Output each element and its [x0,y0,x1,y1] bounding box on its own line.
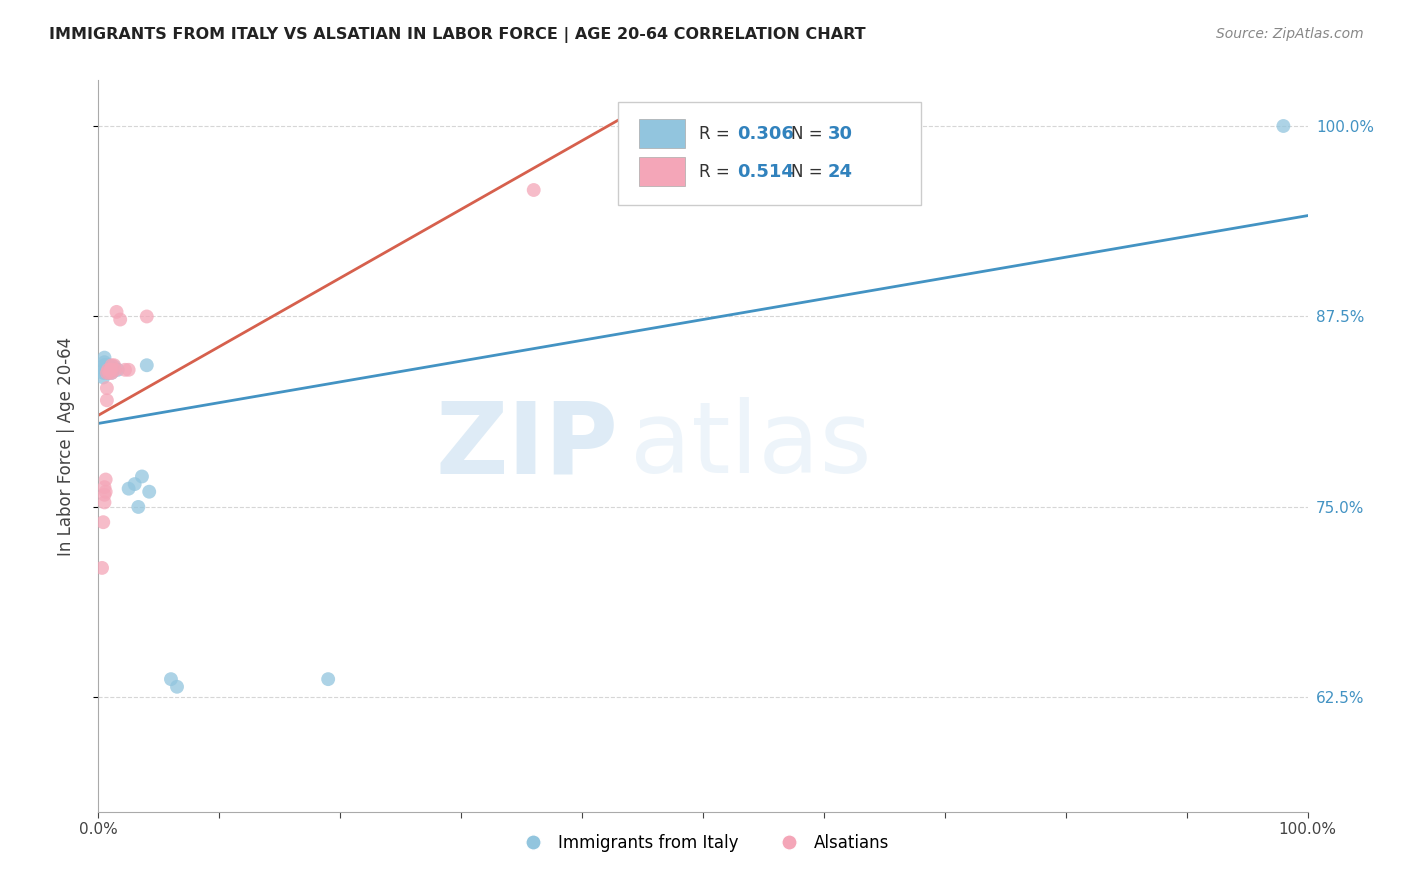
Text: atlas: atlas [630,398,872,494]
Legend: Immigrants from Italy, Alsatians: Immigrants from Italy, Alsatians [510,827,896,858]
Point [108,312,131,326]
Text: 0.306: 0.306 [737,125,794,143]
Point [93,495,115,509]
Point [96,366,118,380]
Point [96,366,118,380]
Point [166,680,188,694]
Point [523,183,546,197]
Point [94,358,117,372]
Point [93,488,115,502]
Point [118,482,141,496]
Point [135,310,157,324]
Point [124,477,146,491]
Point [91,370,114,384]
Point [100,363,122,377]
FancyBboxPatch shape [619,103,921,204]
Point [100,359,122,374]
Text: N =: N = [792,162,828,181]
Point [94,363,117,377]
Text: R =: R = [699,125,735,143]
Y-axis label: In Labor Force | Age 20-64: In Labor Force | Age 20-64 [56,336,75,556]
Text: ZIP: ZIP [436,398,619,494]
Point [97,363,120,377]
Point [127,500,149,514]
Point [93,351,115,365]
Point [100,363,122,377]
Text: 0.514: 0.514 [737,162,794,181]
Point [98,366,121,380]
FancyBboxPatch shape [638,157,685,186]
Point [97,363,120,377]
Text: N =: N = [792,125,828,143]
Point [91,561,114,575]
Point [118,363,141,377]
Point [105,305,128,319]
Point [96,359,118,374]
Point [93,480,115,494]
Point [91,515,114,529]
Text: IMMIGRANTS FROM ITALY VS ALSATIAN IN LABOR FORCE | AGE 20-64 CORRELATION CHART: IMMIGRANTS FROM ITALY VS ALSATIAN IN LAB… [49,27,866,43]
Point [97,366,120,380]
Point [93,355,115,369]
Point [104,363,127,377]
Text: Source: ZipAtlas.com: Source: ZipAtlas.com [1216,27,1364,41]
Point [91,366,114,380]
Point [160,672,183,686]
FancyBboxPatch shape [638,119,685,148]
Point [96,393,118,408]
Point [101,363,124,377]
Point [100,366,122,380]
Point [98,358,121,372]
Point [135,358,157,372]
Point [98,363,121,377]
Point [138,484,160,499]
Point [93,358,115,372]
Point [94,473,117,487]
Point [107,363,129,377]
Point [114,363,136,377]
Point [94,484,117,499]
Point [100,358,122,372]
Text: 24: 24 [828,162,852,181]
Text: 30: 30 [828,125,852,143]
Point [100,363,122,377]
Point [93,363,115,377]
Point [316,672,339,686]
Point [131,469,153,483]
Point [1272,119,1295,133]
Point [103,359,125,374]
Point [100,366,122,380]
Point [103,358,125,372]
Point [96,381,118,395]
Text: R =: R = [699,162,735,181]
